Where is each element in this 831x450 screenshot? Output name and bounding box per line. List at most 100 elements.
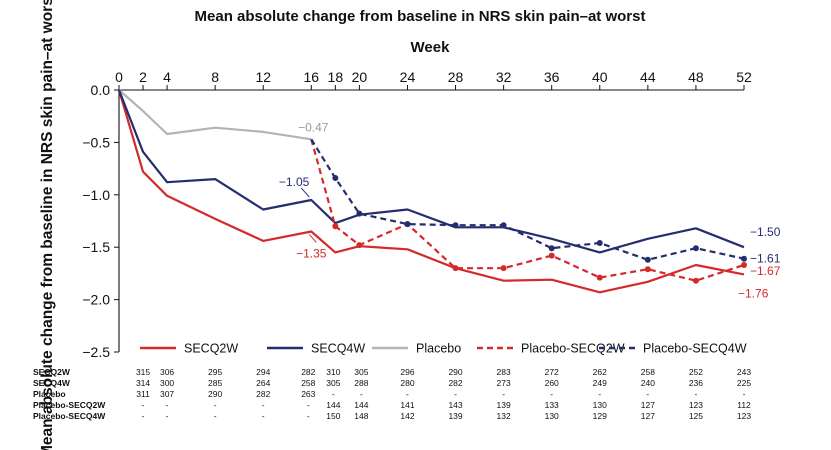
point-placebo-secq2w-week-48 — [692, 277, 699, 284]
n-at-risk-placebo-secq2w-week-16: - — [307, 400, 310, 410]
n-at-risk-secq4w-week-2: 314 — [136, 378, 150, 388]
n-at-risk-secq2w-week-8: 295 — [208, 367, 222, 377]
n-at-risk-secq4w-week-12: 264 — [256, 378, 270, 388]
n-at-risk-placebo-week-52: - — [743, 389, 746, 399]
n-at-risk-placebo-secq4w-week-16: - — [307, 411, 310, 421]
point-placebo-secq2w-week-32 — [500, 265, 507, 272]
point-placebo-secq4w-week-48 — [692, 245, 699, 252]
n-at-risk-placebo-secq2w-week-36: 133 — [545, 400, 559, 410]
n-at-risk-secq4w-week-32: 273 — [497, 378, 511, 388]
legend-label-secq4w: SECQ4W — [311, 342, 365, 356]
n-at-risk-placebo-secq4w-week-4: - — [166, 411, 169, 421]
series-line-placebo — [118, 89, 312, 141]
axes: 0 2 4 8 12 16 18 20 24 28 32 36 40 44 48 520.0−0.5−1.0−… — [82, 69, 752, 360]
x-tick-label-16: 16 — [304, 69, 320, 85]
point-placebo-secq2w-week-20 — [356, 242, 363, 249]
n-at-risk-secq4w-week-20: 288 — [354, 378, 368, 388]
n-at-risk-placebo-secq4w-week-48: 125 — [689, 411, 703, 421]
n-at-risk-placebo-secq2w-week-44: 127 — [641, 400, 655, 410]
point-placebo-secq2w-week-44 — [644, 266, 651, 273]
n-at-risk-placebo-secq4w-week-2: - — [142, 411, 145, 421]
n-at-risk-placebo-secq4w-week-44: 127 — [641, 411, 655, 421]
point-placebo-secq4w-week-20 — [356, 210, 363, 217]
annotation-5: −1.61 — [750, 252, 781, 266]
n-at-risk-secq4w-week-16: 258 — [301, 378, 315, 388]
legend: SECQ2W SECQ4W Placebo Placebo-SECQ2W Placebo… — [140, 342, 747, 356]
n-at-risk-placebo-secq4w-week-32: 132 — [497, 411, 511, 421]
n-at-risk-secq2w-week-28: 290 — [448, 367, 462, 377]
n-at-risk-secq2w-week-4: 306 — [160, 367, 174, 377]
x-tick-label-4: 4 — [163, 69, 171, 85]
n-at-risk-secq4w-week-44: 240 — [641, 378, 655, 388]
series-line-placebo-secq2w — [310, 139, 745, 282]
n-at-risk-placebo-week-28: - — [454, 389, 457, 399]
n-at-risk-placebo-secq2w-week-48: 123 — [689, 400, 703, 410]
series-line-placebo-secq4w — [310, 138, 745, 261]
n-at-risk-secq2w-week-2: 315 — [136, 367, 150, 377]
y-tick-label-0: 0.0 — [91, 82, 111, 98]
point-placebo-secq4w-week-36 — [548, 245, 555, 252]
n-at-risk-secq4w-week-52: 225 — [737, 378, 751, 388]
n-at-risk-label-secq2w: SECQ2W — [33, 367, 71, 377]
point-placebo-secq2w-week-28 — [452, 265, 459, 272]
annotation-4: −1.50 — [750, 225, 781, 239]
n-at-risk-placebo-week-40: - — [598, 389, 601, 399]
annotation-leader-1-05 — [300, 187, 310, 198]
point-placebo-secq4w-week-24 — [404, 221, 411, 228]
y-tick-label-2: −1.0 — [82, 187, 110, 203]
point-placebo-secq4w-week-32 — [500, 222, 507, 229]
x-tick-label-24: 24 — [400, 69, 416, 85]
n-at-risk-placebo-secq2w-week-52: 112 — [737, 400, 751, 410]
n-at-risk-secq2w-week-36: 272 — [545, 367, 559, 377]
n-at-risk-secq4w-week-8: 285 — [208, 378, 222, 388]
annotation-leader-1-35 — [308, 234, 317, 243]
n-at-risk-placebo-secq2w-week-20: 144 — [354, 400, 368, 410]
n-at-risk-placebo-week-32: - — [502, 389, 505, 399]
n-at-risk-placebo-week-8: 290 — [208, 389, 222, 399]
n-at-risk-placebo-secq4w-week-24: 142 — [400, 411, 414, 421]
x-tick-label-28: 28 — [448, 69, 464, 85]
n-at-risk-placebo-secq4w-week-8: - — [214, 411, 217, 421]
y-axis-label: Mean absolute change from baseline in NR… — [39, 0, 56, 450]
n-at-risk-secq4w-week-28: 282 — [448, 378, 462, 388]
series-line-secq4w — [117, 89, 745, 254]
x-tick-label-32: 32 — [496, 69, 512, 85]
n-at-risk-placebo-secq4w-week-36: 130 — [545, 411, 559, 421]
n-at-risk-placebo-week-24: - — [406, 389, 409, 399]
n-at-risk-placebo-secq2w-week-12: - — [262, 400, 265, 410]
n-at-risk-placebo-secq2w-week-28: 143 — [448, 400, 462, 410]
annotations: −0.47 −1.05 −1.35 −1.50 −1.61−1.67 −1.76 — [279, 120, 781, 300]
n-at-risk-label-secq4w: SECQ4W — [33, 378, 71, 388]
y-tick-label-5: −2.5 — [82, 344, 110, 360]
n-at-risk-secq2w-week-52: 243 — [737, 367, 751, 377]
n-at-risk-secq2w-week-40: 262 — [593, 367, 607, 377]
y-tick-label-3: −1.5 — [82, 239, 110, 255]
point-placebo-secq4w-week-28 — [452, 222, 459, 229]
n-at-risk-placebo-secq2w-week-8: - — [214, 400, 217, 410]
x-tick-label-20: 20 — [352, 69, 368, 85]
n-at-risk-placebo-week-44: - — [646, 389, 649, 399]
n-at-risk-label-placebo: Placebo — [33, 389, 66, 399]
n-at-risk-placebo-week-12: 282 — [256, 389, 270, 399]
n-at-risk-placebo-week-36: - — [550, 389, 553, 399]
x-tick-label-52: 52 — [736, 69, 752, 85]
n-at-risk-placebo-week-16: 263 — [301, 389, 315, 399]
n-at-risk-secq2w-week-12: 294 — [256, 367, 270, 377]
n-at-risk-label-placebo-secq4w: Placebo-SECQ4W — [33, 411, 106, 421]
n-at-risk-placebo-secq4w-week-12: - — [262, 411, 265, 421]
point-placebo-secq2w-week-40 — [596, 274, 603, 281]
x-tick-label-48: 48 — [688, 69, 704, 85]
n-at-risk-secq4w-week-18: 305 — [326, 378, 340, 388]
n-at-risk-placebo-secq4w-week-18: 150 — [326, 411, 340, 421]
legend-label-secq2w: SECQ2W — [184, 342, 238, 356]
n-at-risk-placebo-secq2w-week-24: 141 — [400, 400, 414, 410]
n-at-risk-secq2w-week-18: 310 — [326, 367, 340, 377]
n-at-risk-placebo-secq2w-week-32: 139 — [497, 400, 511, 410]
n-at-risk-placebo-secq2w-week-2: - — [142, 400, 145, 410]
n-at-risk-placebo-week-20: - — [360, 389, 363, 399]
x-tick-label-40: 40 — [592, 69, 608, 85]
n-at-risk-secq4w-week-36: 260 — [545, 378, 559, 388]
n-at-risk-label-placebo-secq2w: Placebo-SECQ2W — [33, 400, 106, 410]
y-tick-label-1: −0.5 — [82, 134, 110, 150]
n-at-risk-placebo-week-2: 311 — [136, 389, 150, 399]
